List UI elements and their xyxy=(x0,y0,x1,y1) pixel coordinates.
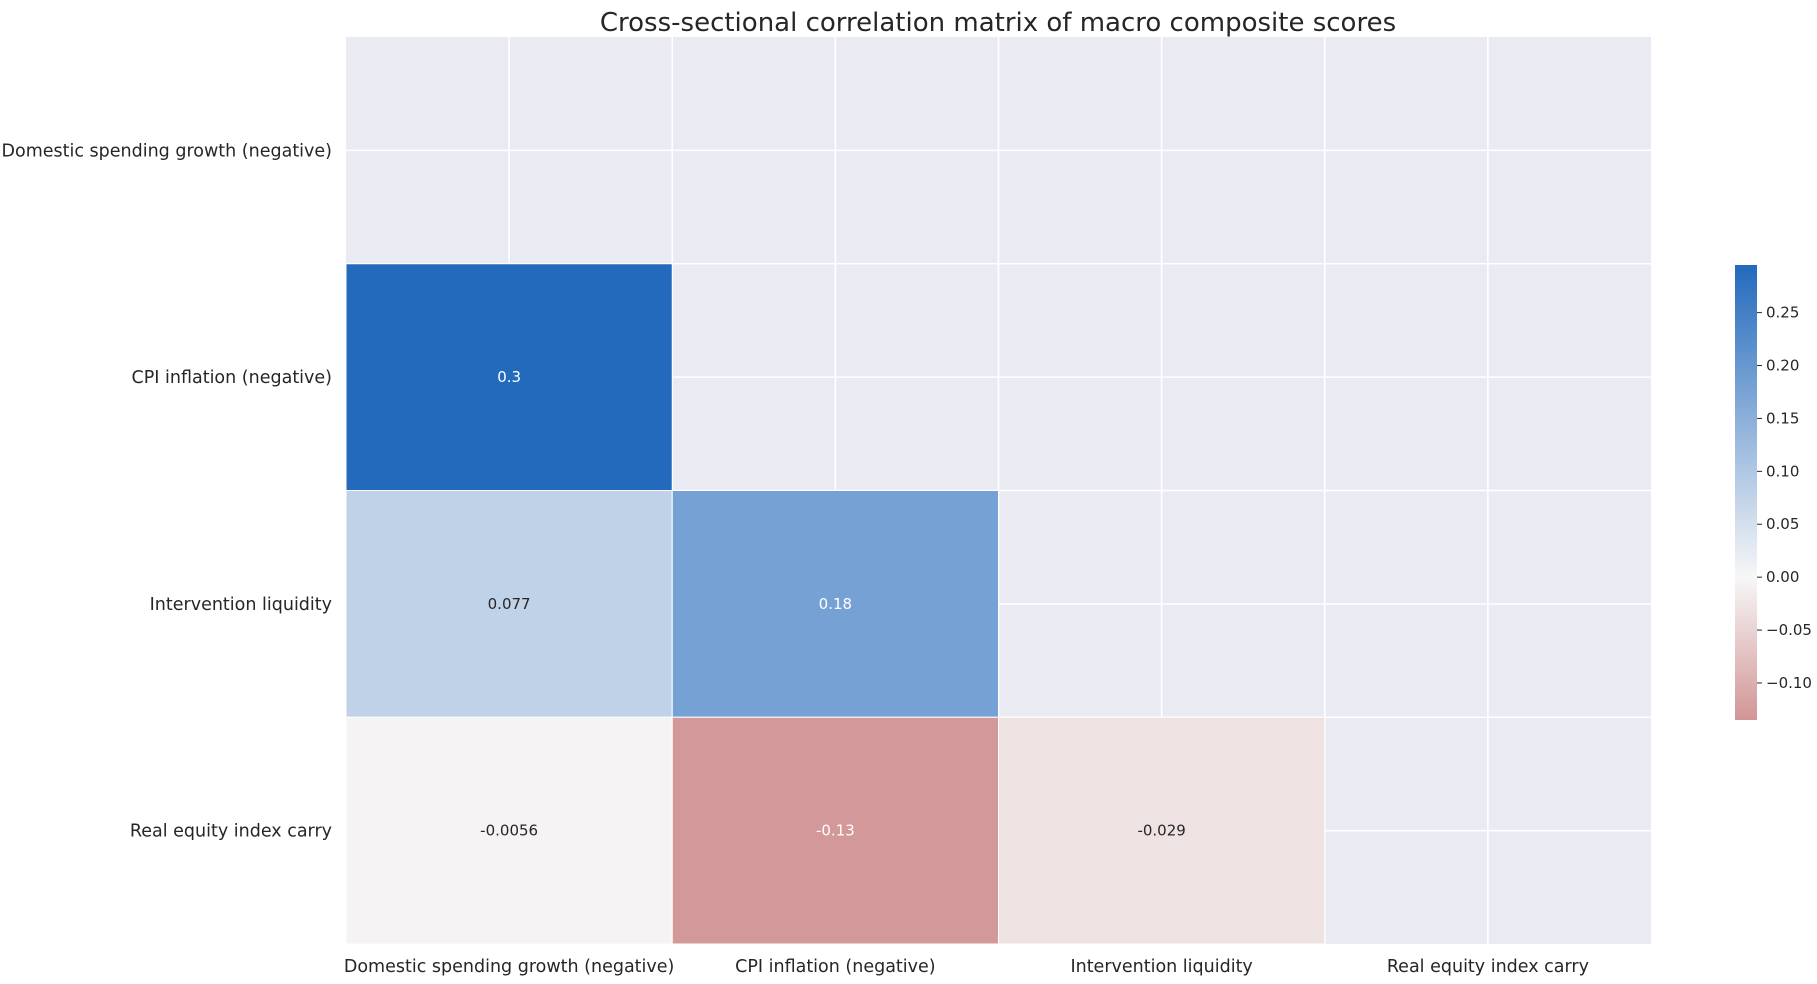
cell-value-label: 0.18 xyxy=(819,595,852,613)
heatmap-cell xyxy=(345,716,673,945)
cell-value-label: -0.0056 xyxy=(480,822,538,840)
colorbar-ticks: −0.10 −0.05 0.00 0.05 0.10 0.15 0.20 0.25 xyxy=(1757,304,1812,692)
colorbar-tick-label: 0.25 xyxy=(1766,304,1799,322)
x-tick-label: Real equity index carry xyxy=(1387,957,1589,977)
heatmap-cell xyxy=(671,490,999,718)
colorbar-tick-label: −0.10 xyxy=(1766,674,1812,692)
heatmap-cells: 0.3 0.077 0.18 -0.0056 -0.13 -0.029 xyxy=(345,263,1326,945)
y-axis-tick-labels: Domestic spending growth (negative) CPI i… xyxy=(2,141,332,841)
heatmap-cell xyxy=(671,716,999,945)
heatmap-cell xyxy=(998,716,1326,945)
colorbar xyxy=(1735,265,1757,720)
cell-value-label: -0.029 xyxy=(1137,822,1185,840)
y-tick-label: Real equity index carry xyxy=(130,822,332,842)
cell-value-label: -0.13 xyxy=(816,822,855,840)
colorbar-tick-label: 0.20 xyxy=(1766,357,1799,375)
y-tick-label: CPI inflation (negative) xyxy=(132,368,332,388)
heatmap-cell xyxy=(345,263,673,491)
x-tick-label: Domestic spending growth (negative) xyxy=(344,957,674,977)
cell-value-label: 0.077 xyxy=(488,595,531,613)
colorbar-tick-label: 0.15 xyxy=(1766,409,1799,427)
cell-value-label: 0.3 xyxy=(497,368,521,386)
colorbar-tick-label: 0.05 xyxy=(1766,515,1799,533)
chart-title: Cross-sectional correlation matrix of ma… xyxy=(600,8,1396,38)
colorbar-tick-label: 0.00 xyxy=(1766,568,1799,586)
x-axis-tick-labels: Domestic spending growth (negative) CPI i… xyxy=(344,957,1589,977)
x-tick-label: CPI inflation (negative) xyxy=(735,957,935,977)
y-tick-label: Domestic spending growth (negative) xyxy=(2,141,332,161)
colorbar-tick-label: −0.05 xyxy=(1766,621,1812,639)
colorbar-tick-label: 0.10 xyxy=(1766,462,1799,480)
heatmap-cell xyxy=(345,490,673,718)
x-tick-label: Intervention liquidity xyxy=(1070,957,1252,977)
y-tick-label: Intervention liquidity xyxy=(150,595,332,615)
